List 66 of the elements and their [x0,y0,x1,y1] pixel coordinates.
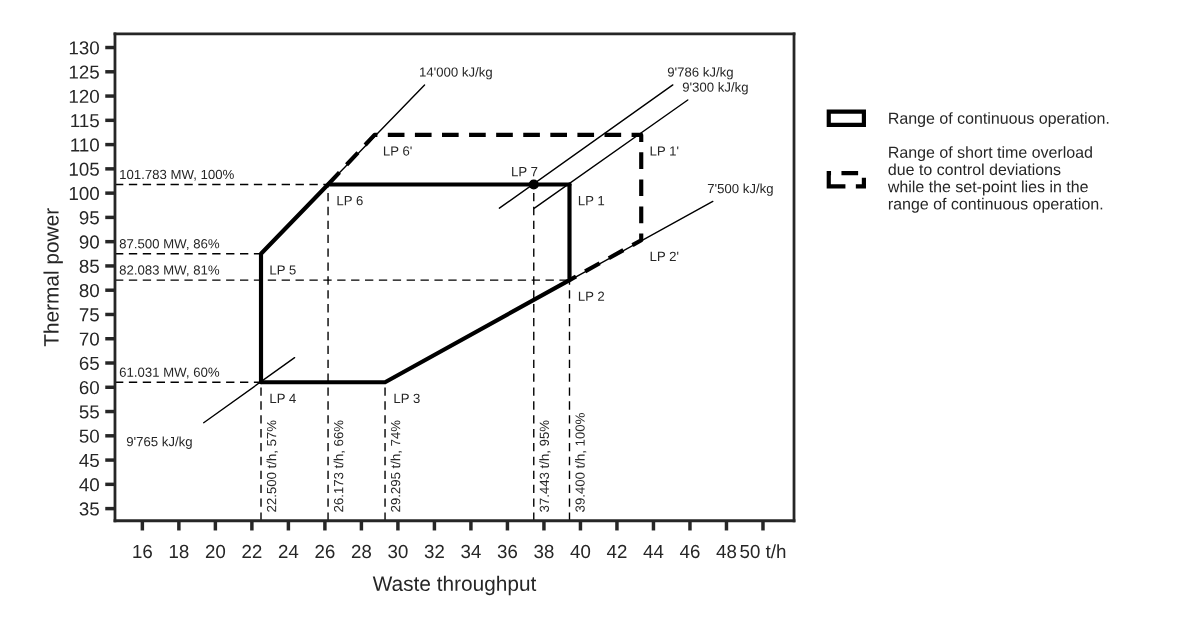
x-tick-label: 40 [570,544,591,559]
y-tick-label: 40 [79,478,99,492]
x-tick-label: 30 [388,544,408,559]
annotation: LP 2' [650,251,679,261]
y-tick-label: 120 [69,89,99,104]
annotation: 61.031 MW, 60% [119,367,220,379]
x-tick-label: 44 [643,545,664,558]
legend-label: Range of continuous operation. [889,112,1109,128]
x-tick-label: 42 [606,544,627,558]
y-tick-label: 85 [79,259,99,273]
y-tick-label: 105 [69,162,99,176]
y-tick-label: 65 [79,356,99,370]
x-tick-label: 24 [278,544,299,558]
annotation: 9'300 kJ/kg [682,82,748,95]
annotation: 87.500 MW, 86% [119,239,220,250]
x-tick-label: 18 [169,544,189,559]
annotation: 14'000 kJ/kg [420,67,492,80]
annotation: LP 3 [394,393,420,404]
x-tick-label: 34 [461,544,481,559]
annotation: 7'500 kJ/kg [707,183,773,196]
x-axis-title: Waste throughput [372,575,537,596]
x-tick-label: 32 [424,544,444,559]
x-tick-label: 38 [534,544,554,559]
x-tick-label: 50 t/h [740,544,786,559]
annotation: LP 1 [578,196,605,206]
annotation: 9'786 kJ/kg [667,67,733,80]
y-tick-label: 55 [79,405,99,419]
y-tick-label: 130 [69,41,99,55]
annotation: 82.083 MW, 81% [119,265,220,277]
y-tick-label: 70 [79,332,99,346]
y-tick-label: 115 [71,114,99,128]
y-tick-label: 110 [71,138,99,152]
x-tick-label: 16 [133,544,152,559]
annotation: LP 5 [270,265,296,275]
y-tick-label: 80 [79,283,99,298]
annotation: 37.443 t/h, 95% [539,420,551,512]
annotation: LP 1' [650,146,679,156]
y-tick-label: 75 [79,308,99,322]
y-tick-label: 50 [79,429,99,443]
y-tick-label: 35 [79,502,99,516]
annotation: LP 6 [337,195,363,206]
y-tick-label: 45 [79,453,99,468]
x-tick-label: 46 [679,544,700,559]
annotation: LP 7 [512,167,538,177]
x-tick-label: 26 [315,544,335,559]
annotation: 9'765 kJ/kg [126,436,192,449]
annotation: LP 6' [383,146,412,156]
y-axis-title: Thermal power [43,208,63,347]
x-tick-label: 22 [242,544,262,558]
y-tick-label: 125 [69,65,99,79]
annotation: LP 2 [578,291,605,301]
annotation: 29.295 t/h, 74% [390,420,402,512]
annotation: 26.173 t/h, 66% [333,420,345,512]
y-tick-label: 90 [79,235,99,249]
x-tick-label: 36 [497,544,518,559]
y-tick-label: 100 [69,186,99,201]
x-tick-label: 28 [351,544,372,559]
legend-label: Range of short time overload due to control deviations while the set-point lies in the range of continuous operation. [887,146,1103,213]
x-tick-label: 48 [716,544,737,559]
annotation: 39.400 t/h, 100% [575,413,587,512]
y-tick-label: 95 [79,211,99,225]
annotation: 101.783 MW, 100% [120,169,234,181]
annotation: 22.500 t/h, 57% [266,420,278,512]
x-tick-label: 20 [205,544,226,559]
annotation: LP 4 [270,393,296,403]
y-tick-label: 60 [79,380,99,395]
